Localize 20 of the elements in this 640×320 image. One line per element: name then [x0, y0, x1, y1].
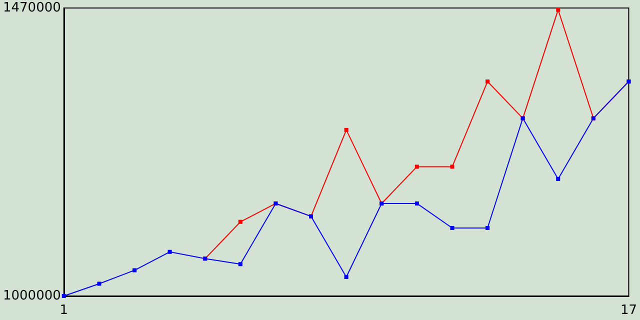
- point: [344, 128, 348, 132]
- point: [344, 275, 348, 280]
- point: [132, 268, 136, 272]
- point: [556, 8, 560, 12]
- point: [450, 164, 454, 169]
- point: [97, 282, 102, 286]
- point: [450, 226, 454, 230]
- point: [238, 220, 242, 224]
- point: [238, 262, 242, 266]
- point: [486, 226, 490, 230]
- x-tick-label: 1: [60, 303, 68, 318]
- point: [62, 294, 66, 298]
- point: [168, 250, 172, 254]
- y-tick-label: 1000000: [2, 288, 61, 304]
- point: [414, 164, 419, 169]
- x-tick-label: 17: [620, 303, 637, 318]
- point: [486, 80, 490, 84]
- y-tick-label: 1470000: [2, 0, 61, 16]
- point: [556, 176, 560, 181]
- point: [414, 201, 419, 206]
